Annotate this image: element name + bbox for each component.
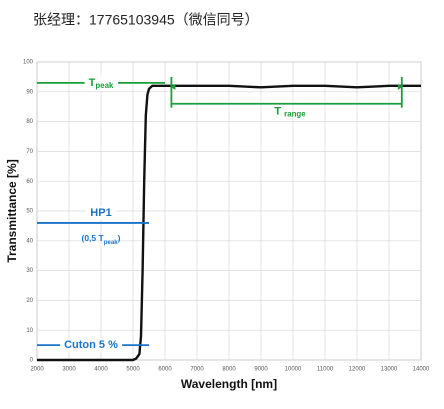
data-line bbox=[37, 84, 421, 362]
y-tick-label: 50 bbox=[26, 209, 33, 215]
header: 张经理：17765103945（微信同号） bbox=[33, 12, 259, 28]
x-tick-label: 9000 bbox=[254, 367, 268, 373]
x-tick-label: 11000 bbox=[317, 367, 334, 373]
x-tick-label: 14000 bbox=[413, 367, 430, 373]
annotation-label: Tpeak bbox=[89, 77, 114, 90]
x-tick-label: 6000 bbox=[158, 367, 172, 373]
annotation-text: range bbox=[284, 110, 306, 119]
annotation-text: T bbox=[89, 77, 96, 89]
annotation-text: (0,5 T bbox=[82, 233, 105, 243]
y-tick-label: 0 bbox=[30, 358, 34, 364]
y-tick-label: 90 bbox=[26, 89, 33, 95]
y-tick-label: 30 bbox=[26, 268, 33, 274]
x-axis-title: Wavelength [nm] bbox=[181, 377, 277, 391]
label-background bbox=[84, 75, 118, 91]
annotation-label: HP1 bbox=[90, 207, 111, 219]
y-axis-title: Transmittance [%] bbox=[5, 159, 19, 262]
annotation-text: ) bbox=[118, 233, 121, 243]
annotation-label: T range bbox=[274, 106, 306, 119]
y-tick-label: 100 bbox=[23, 60, 34, 66]
y-tick-label: 70 bbox=[26, 149, 33, 155]
y-tick-label: 40 bbox=[26, 238, 33, 244]
x-tick-label: 7000 bbox=[190, 367, 204, 373]
y-tick-label: 20 bbox=[26, 298, 33, 304]
label-background bbox=[86, 205, 116, 220]
x-tick-label: 3000 bbox=[62, 367, 76, 373]
annotation-text: T bbox=[274, 106, 284, 118]
arrow bbox=[397, 83, 403, 90]
x-tick-label: 12000 bbox=[349, 367, 366, 373]
annotation-label: Cuton 5 % bbox=[64, 339, 118, 351]
annotation-text: HP1 bbox=[90, 207, 111, 219]
x-tick-label: 8000 bbox=[222, 367, 236, 373]
annotation-text: peak bbox=[104, 239, 119, 246]
label-background bbox=[60, 338, 123, 353]
x-tick-label: 10000 bbox=[285, 367, 302, 373]
annotation-text: Cuton 5 % bbox=[64, 339, 118, 351]
arrow bbox=[170, 83, 176, 90]
y-tick-label: 80 bbox=[26, 119, 33, 125]
y-tick-label: 10 bbox=[26, 328, 33, 334]
x-tick-label: 5000 bbox=[126, 367, 140, 373]
annotation-label: (0,5 Tpeak) bbox=[82, 233, 121, 245]
x-tick-label: 2000 bbox=[30, 367, 44, 373]
x-tick-label: 13000 bbox=[381, 367, 398, 373]
annotation-text: peak bbox=[95, 81, 114, 90]
x-tick-label: 4000 bbox=[94, 367, 108, 373]
y-tick-label: 60 bbox=[26, 179, 33, 185]
